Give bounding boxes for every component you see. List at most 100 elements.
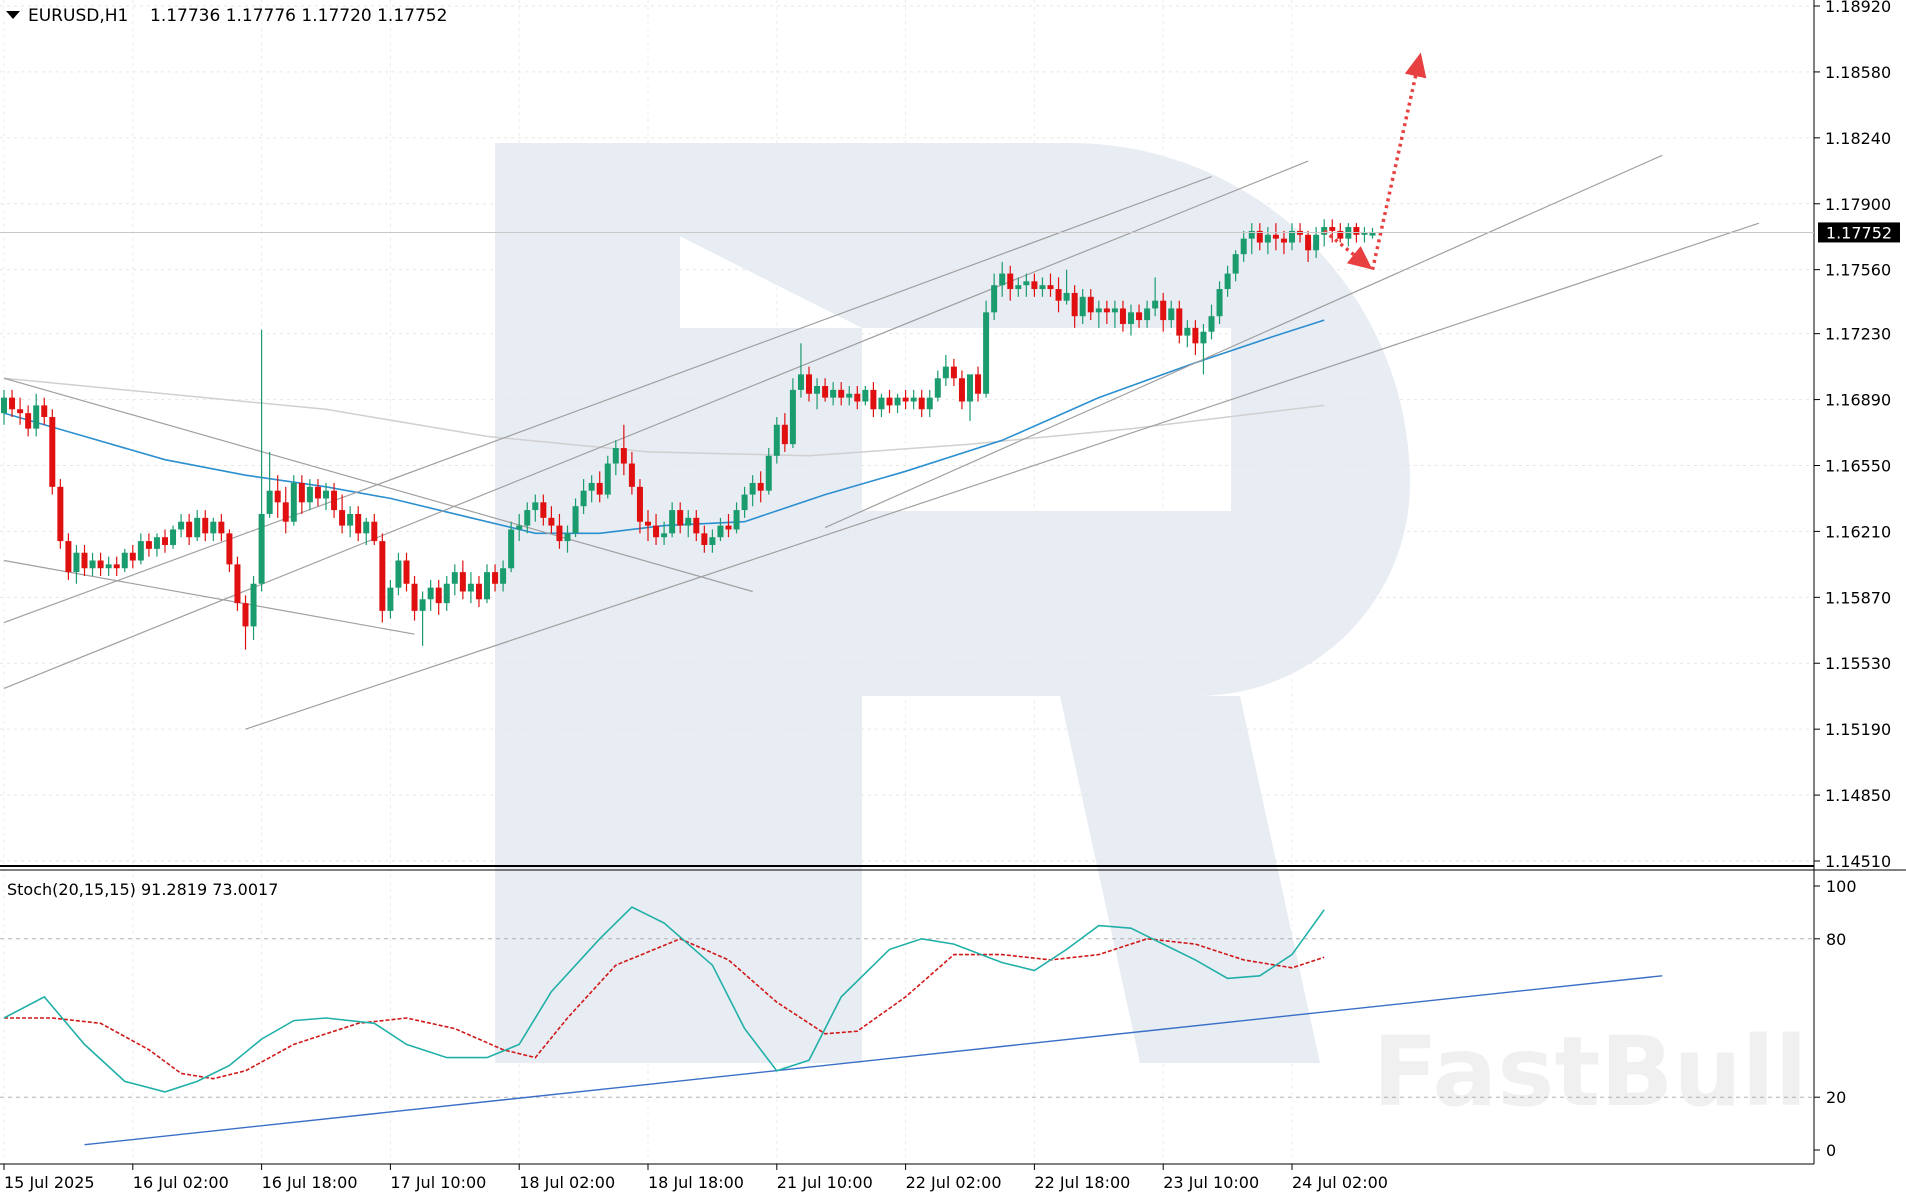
candle-17	[137, 533, 144, 565]
candle-body	[57, 486, 64, 542]
candle-body	[170, 529, 177, 545]
candle-body	[1240, 238, 1247, 255]
candle-57	[459, 560, 466, 600]
candle-80	[645, 510, 651, 542]
trendlines	[3, 154, 1760, 730]
candle-body	[725, 525, 732, 530]
candle-body	[145, 541, 152, 549]
candle-19	[153, 533, 160, 557]
current-price-tag: 1.17752	[0, 222, 1900, 243]
moving-averages	[3, 319, 1325, 535]
candle-body	[379, 541, 386, 611]
candle-body	[806, 374, 812, 394]
candle-95	[765, 448, 772, 495]
time-tick-label-4: 18 Jul 02:00	[519, 1173, 615, 1192]
candle-body	[202, 517, 209, 534]
candle-body	[1176, 308, 1183, 336]
candle-body	[1313, 234, 1320, 251]
candle-body	[1119, 308, 1126, 324]
candle-body	[500, 568, 507, 584]
candle-108	[870, 382, 877, 418]
candle-132	[1063, 269, 1070, 305]
candle-162	[1305, 230, 1312, 262]
candle-body	[854, 393, 861, 402]
candle-78	[628, 451, 635, 495]
candle-136	[1095, 300, 1102, 328]
candle-body	[596, 482, 603, 495]
candle-165	[1329, 219, 1336, 243]
price-tick-label-10: 1.15530	[1825, 654, 1891, 673]
candle-body	[1264, 234, 1271, 243]
candle-body	[419, 599, 426, 611]
candle-body	[97, 560, 104, 569]
candle-body	[677, 510, 684, 526]
time-tick-label-2: 16 Jul 18:00	[262, 1173, 358, 1192]
candle-body	[1369, 232, 1376, 236]
candle-32	[258, 329, 265, 592]
price-tick-label-2: 1.18240	[1825, 129, 1891, 148]
candle-body	[1200, 331, 1207, 344]
candle-body	[121, 552, 128, 569]
stoch-trendline	[84, 975, 1663, 1146]
candle-157	[1264, 227, 1271, 255]
candle-body	[524, 510, 531, 526]
candle-body	[484, 572, 490, 600]
candle-15	[121, 548, 128, 573]
candle-body	[371, 521, 378, 542]
candle-87	[701, 525, 708, 553]
dropdown-triangle-icon[interactable]	[6, 11, 20, 19]
time-tick-label-7: 22 Jul 02:00	[906, 1173, 1002, 1192]
candle-50	[403, 552, 410, 592]
trendline-1	[3, 559, 415, 635]
candle-169	[1361, 227, 1368, 243]
candle-25	[202, 510, 209, 542]
watermark-logo	[495, 143, 1410, 1063]
time-axis: 15 Jul 2025 16 Jul 02:00 16 Jul 18:00 17 Ju…	[3, 1164, 1388, 1192]
candle-66	[532, 494, 539, 522]
candle-body	[588, 482, 595, 491]
candle-54	[435, 579, 442, 615]
candle-72	[580, 479, 587, 514]
candle-body	[290, 482, 297, 522]
candle-30	[242, 595, 249, 650]
candle-body	[282, 502, 289, 522]
candle-body	[323, 490, 329, 499]
candle-body	[1289, 230, 1295, 243]
candle-106	[854, 386, 861, 410]
candle-body	[355, 513, 362, 534]
candle-body	[411, 583, 418, 611]
candle-130	[1047, 273, 1054, 297]
candle-91	[733, 502, 740, 534]
candle-body	[709, 537, 716, 545]
candle-body	[950, 366, 957, 379]
candle-77	[620, 424, 627, 476]
candle-body	[1055, 289, 1062, 301]
candle-body	[789, 389, 796, 445]
candle-34	[274, 475, 281, 518]
time-tick-label-10: 24 Jul 02:00	[1292, 1173, 1388, 1192]
forecast-up-arrow-head	[1404, 52, 1427, 79]
candle-45	[363, 517, 370, 545]
candle-60	[484, 564, 490, 604]
candle-134	[1079, 289, 1086, 324]
candle-body	[1136, 312, 1143, 321]
current-price-box	[1818, 222, 1900, 243]
candle-153	[1232, 250, 1239, 282]
stochastic-lines	[3, 906, 1663, 1146]
candle-body	[274, 490, 281, 503]
candle-145	[1168, 300, 1175, 328]
candle-body	[1087, 296, 1094, 313]
time-tick-label-5: 18 Jul 18:00	[648, 1173, 744, 1192]
candle-29	[234, 556, 241, 611]
candle-body	[1184, 327, 1191, 336]
candle-71	[572, 498, 579, 538]
candle-body	[1, 397, 7, 414]
candle-125	[1007, 265, 1014, 301]
candle-28	[226, 529, 233, 573]
candle-body	[1144, 308, 1151, 321]
time-tick-label-9: 23 Jul 10:00	[1163, 1173, 1259, 1192]
candle-body	[395, 560, 402, 588]
candle-44	[355, 506, 362, 542]
candle-body	[1256, 230, 1263, 243]
candle-65	[524, 502, 531, 534]
